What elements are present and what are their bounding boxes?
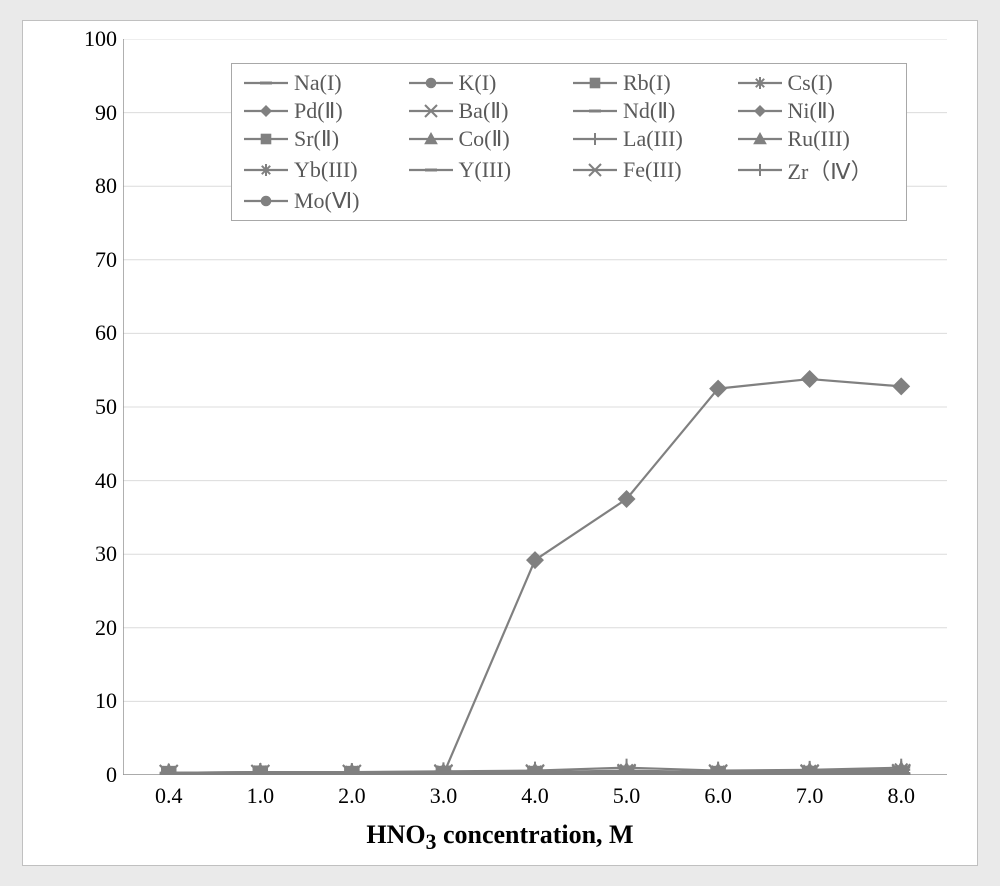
x-tick-label: 2.0 (338, 783, 366, 809)
legend-item: K(I) (407, 70, 568, 96)
legend-item: Ba(Ⅱ) (407, 98, 568, 124)
legend-swatch (242, 104, 290, 118)
legend-label: K(I) (459, 70, 497, 96)
legend-swatch (736, 76, 784, 90)
legend-swatch (571, 163, 619, 177)
y-axis-ticks: 0102030405060708090100 (73, 39, 121, 775)
legend-label: Cs(I) (788, 70, 833, 96)
legend-swatch (736, 132, 784, 146)
legend-label: La(III) (623, 126, 683, 152)
legend-item: La(III) (571, 126, 732, 152)
legend-swatch (571, 76, 619, 90)
legend-item: Ni(Ⅱ) (736, 98, 897, 124)
y-tick-label: 70 (95, 247, 117, 273)
x-tick-label: 0.4 (155, 783, 183, 809)
y-tick-label: 0 (106, 762, 117, 788)
legend-label: Ba(Ⅱ) (459, 98, 509, 124)
y-tick-label: 10 (95, 688, 117, 714)
x-tick-label: 3.0 (430, 783, 458, 809)
legend-item: Cs(I) (736, 70, 897, 96)
chart-panel: Distribution ratio, DM 01020304050607080… (22, 20, 978, 866)
legend-swatch (407, 104, 455, 118)
legend-label: Rb(I) (623, 70, 671, 96)
legend-swatch (736, 163, 784, 177)
legend-item: Sr(Ⅱ) (242, 126, 403, 152)
legend-swatch (242, 132, 290, 146)
legend-swatch (407, 76, 455, 90)
plot-area: Na(I) K(I) Rb(I) Cs(I) Pd(Ⅱ) Ba(Ⅱ) Nd(Ⅱ) Ni(Ⅱ) S… (123, 39, 947, 775)
x-tick-label: 8.0 (887, 783, 915, 809)
legend-label: Mo(Ⅵ) (294, 188, 360, 214)
y-tick-label: 80 (95, 173, 117, 199)
legend-item: Y(III) (407, 154, 568, 186)
legend-item: Mo(Ⅵ) (242, 188, 403, 214)
x-tick-label: 5.0 (613, 783, 641, 809)
legend-item: Ru(III) (736, 126, 897, 152)
x-tick-label: 1.0 (247, 783, 275, 809)
figure-outer: Distribution ratio, DM 01020304050607080… (0, 0, 1000, 886)
legend-label: Na(I) (294, 70, 342, 96)
y-tick-label: 50 (95, 394, 117, 420)
legend-item: Co(Ⅱ) (407, 126, 568, 152)
legend: Na(I) K(I) Rb(I) Cs(I) Pd(Ⅱ) Ba(Ⅱ) Nd(Ⅱ) Ni(Ⅱ) S… (231, 63, 907, 221)
legend-swatch (407, 132, 455, 146)
legend-label: Co(Ⅱ) (459, 126, 510, 152)
legend-item: Zr（Ⅳ） (736, 154, 897, 186)
legend-item: Na(I) (242, 70, 403, 96)
legend-swatch (242, 163, 290, 177)
legend-label: Pd(Ⅱ) (294, 98, 343, 124)
x-tick-label: 6.0 (704, 783, 732, 809)
legend-swatch (242, 194, 290, 208)
x-tick-label: 4.0 (521, 783, 549, 809)
y-tick-label: 30 (95, 541, 117, 567)
y-tick-label: 60 (95, 320, 117, 346)
legend-swatch (736, 104, 784, 118)
y-tick-label: 40 (95, 468, 117, 494)
legend-item: Yb(III) (242, 154, 403, 186)
legend-label: Y(III) (459, 157, 512, 183)
legend-swatch (571, 104, 619, 118)
y-tick-label: 90 (95, 100, 117, 126)
y-tick-label: 100 (84, 26, 117, 52)
x-tick-label: 7.0 (796, 783, 824, 809)
x-axis-ticks: 0.4 1.0 2.0 3.0 4.0 5.0 6.0 7.0 8.0 (123, 783, 947, 813)
legend-item: Rb(I) (571, 70, 732, 96)
legend-label: Yb(III) (294, 157, 358, 183)
legend-label: Ni(Ⅱ) (788, 98, 835, 124)
legend-label: Sr(Ⅱ) (294, 126, 339, 152)
legend-swatch (407, 163, 455, 177)
legend-label: Fe(III) (623, 157, 682, 183)
legend-label: Ru(III) (788, 126, 850, 152)
x-axis-label: HNO3 concentration, M (23, 820, 977, 855)
legend-label: Nd(Ⅱ) (623, 98, 675, 124)
legend-swatch (242, 76, 290, 90)
legend-item: Fe(III) (571, 154, 732, 186)
legend-item: Nd(Ⅱ) (571, 98, 732, 124)
legend-item: Pd(Ⅱ) (242, 98, 403, 124)
y-tick-label: 20 (95, 615, 117, 641)
legend-swatch (571, 132, 619, 146)
legend-label: Zr（Ⅳ） (788, 154, 873, 186)
